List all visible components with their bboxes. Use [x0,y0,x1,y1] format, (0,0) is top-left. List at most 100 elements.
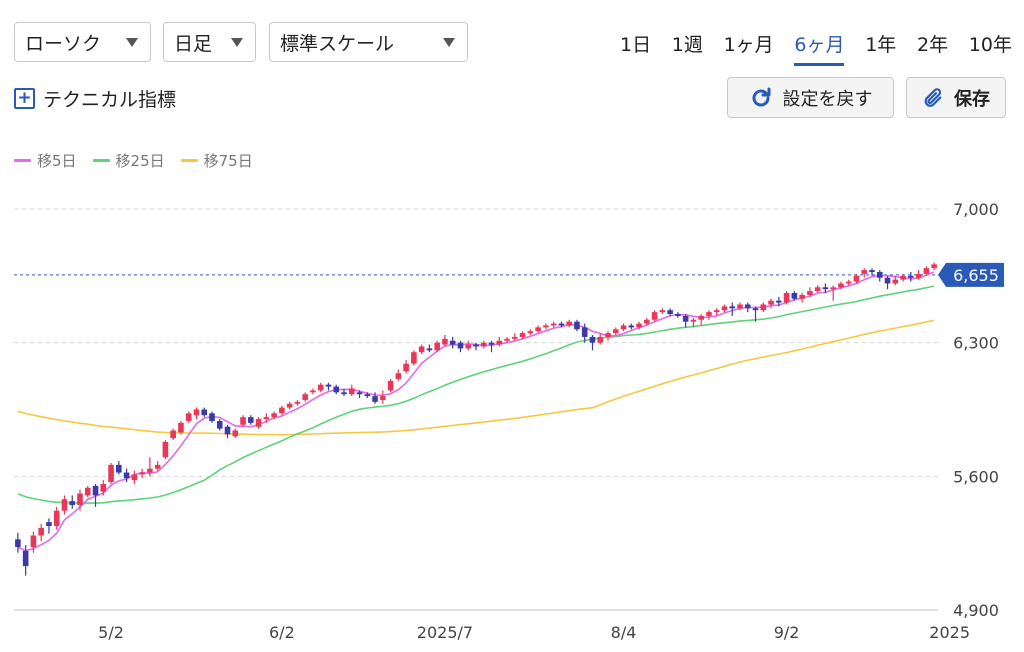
candle-body [892,279,899,284]
candle-body [333,386,340,393]
y-tick-label: 6,300 [953,334,999,353]
y-tick-label: 7,000 [953,200,999,219]
candle-body [589,336,596,343]
range-tab-2y[interactable]: 2年 [916,34,949,56]
candle-body [178,422,184,433]
range-tab-1y[interactable]: 1年 [865,34,897,56]
candle-body [395,373,402,379]
candle-body [876,272,883,278]
candle-body [92,485,99,496]
scale-select[interactable]: 標準スケール [269,22,468,62]
chevron-down-icon [443,38,455,47]
candle-body [426,348,433,351]
candle-body [799,294,805,299]
range-tab-1d[interactable]: 1日 [620,34,652,56]
candle-body [628,325,635,328]
save-button[interactable]: 保存 [906,77,1006,118]
candle-body [550,323,557,326]
candle-type-select[interactable]: ローソク [14,22,151,62]
candle-body [317,384,324,391]
candle-body [675,314,681,316]
candle-body [232,430,239,437]
candle-body [620,325,627,330]
candle-body [22,550,29,567]
x-tick-label: 2025/7 [417,623,473,642]
candle-body [822,287,829,290]
candle-body [348,388,355,395]
candle-body [644,319,650,324]
paperclip-icon [922,87,944,109]
candle-type-value: ローソク [25,32,102,55]
candle-body [263,417,270,420]
range-tab-10y[interactable]: 10年 [968,34,1012,56]
candle-body [411,352,417,364]
candle-body [209,413,215,421]
candle-body [356,392,363,395]
candle-body [760,304,767,311]
candle-body [170,430,176,439]
range-tab-6m[interactable]: 6ヶ月 [794,30,845,66]
legend-label: 移5日 [37,152,77,170]
candle-body [131,474,138,481]
refresh-icon [749,86,773,110]
candle-body [776,300,782,303]
candle-body [46,522,52,526]
legend-ma75: 移75日 [180,150,253,171]
candle-body [341,392,347,395]
technical-indicators-toggle[interactable]: + テクニカル指標 [14,85,176,112]
candle-body [884,277,891,284]
y-tick-label: 5,600 [953,467,999,486]
candle-body [465,344,472,349]
candle-body [698,315,704,320]
candle-body [791,293,798,299]
chevron-down-icon [231,38,243,47]
candle-body [566,321,572,326]
candle-body [574,321,580,330]
candle-body [682,315,689,322]
candle-body [53,510,60,526]
legend-label: 移75日 [203,152,253,170]
candle-body [690,319,697,322]
candle-body [123,472,130,479]
candle-body [830,287,836,290]
candle-body [193,409,200,416]
x-tick-label: 5/2 [98,623,124,642]
candle-body [147,468,153,473]
last-price-badge [938,262,1004,287]
candle-body [814,287,821,292]
candle-body [372,396,378,402]
candle-body [636,323,642,328]
reset-settings-button[interactable]: 設定を戻す [727,77,894,118]
candle-body [154,464,161,469]
range-tab-1w[interactable]: 1週 [671,34,703,56]
candle-body [162,441,169,458]
candle-body [185,413,192,421]
candle-body [434,342,440,351]
candle-body [543,325,549,328]
candle-body [597,336,604,343]
range-tabs: 1日 1週 1ヶ月 6ヶ月 1年 2年 10年 [620,30,1012,66]
legend-swatch [14,159,31,162]
candle-body [744,304,751,309]
candle-body [900,275,906,280]
candle-body [923,268,930,274]
candle-body [403,363,409,372]
candle-body [387,380,394,391]
candle-body [108,464,114,483]
candle-body [240,417,246,425]
candle-body [139,472,145,475]
candle-body [915,273,922,278]
candle-body [84,487,91,496]
range-tab-1m[interactable]: 1ヶ月 [723,34,774,56]
candle-body [473,344,479,347]
candle-body [527,331,534,334]
technical-indicators-label: テクニカル指標 [43,89,177,111]
candle-body [294,401,301,404]
period-select[interactable]: 日足 [163,22,256,62]
period-value: 日足 [174,32,213,55]
save-label: 保存 [954,88,990,110]
candle-body [271,413,277,418]
candle-body [488,342,495,345]
legend-label: 移25日 [115,152,165,170]
